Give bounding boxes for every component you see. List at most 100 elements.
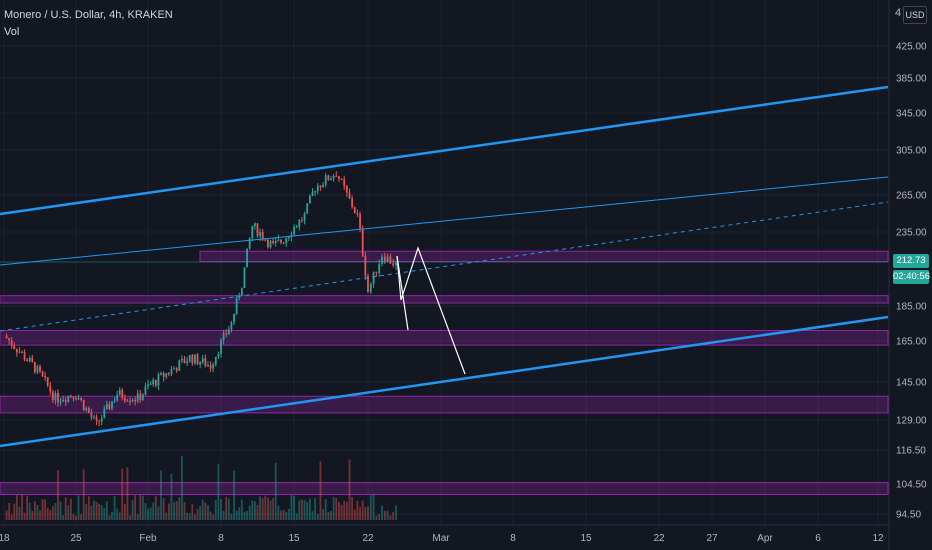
candle-body <box>180 358 183 361</box>
volume-bar <box>267 497 269 520</box>
candle-body <box>217 354 220 357</box>
candle-body <box>383 256 386 262</box>
candle-body <box>175 368 178 371</box>
volume-bar <box>149 507 152 520</box>
volume-bar <box>54 503 57 520</box>
volume-bar <box>308 498 311 520</box>
candle-body <box>194 354 196 364</box>
volume-bar <box>359 506 361 520</box>
volume-bar <box>353 509 356 520</box>
volume-bar <box>67 505 70 520</box>
volume-bar <box>217 463 220 520</box>
candle-body <box>82 400 85 411</box>
trend-drawings[interactable] <box>0 85 889 448</box>
volume-bar <box>154 495 157 520</box>
volume-bar <box>369 495 372 520</box>
volume-bar <box>123 503 126 520</box>
volume-bar <box>311 511 314 520</box>
countdown-badge: 02:40:56 <box>893 270 930 284</box>
volume-bar <box>314 498 317 520</box>
volume-bar <box>319 461 322 520</box>
candle-body <box>351 198 354 208</box>
candle-body <box>93 416 95 418</box>
candle-body <box>251 225 254 239</box>
candle-body <box>392 263 395 266</box>
candle-body <box>157 374 160 386</box>
volume-bar <box>139 494 142 520</box>
candle-body <box>230 322 233 330</box>
candle-body <box>103 408 106 419</box>
candle-body <box>121 389 124 398</box>
price-tick-label: 129.00 <box>896 416 927 427</box>
volume-bar <box>72 514 75 520</box>
volume-bar <box>389 515 392 520</box>
volume-bar <box>361 500 364 520</box>
candle-body <box>314 191 317 193</box>
candle-body <box>293 227 295 235</box>
time-tick-label: 22 <box>653 533 665 544</box>
candle-body <box>353 207 356 213</box>
candle-body <box>330 178 332 181</box>
candle-body <box>225 333 228 335</box>
candle-body <box>246 248 248 268</box>
inner-channel-line <box>0 176 889 266</box>
candle-body <box>64 399 67 402</box>
volume-bar <box>285 512 288 520</box>
volume-bar <box>324 499 327 520</box>
volume-bar <box>85 504 88 520</box>
candle-body <box>327 175 330 181</box>
candle-body <box>295 226 298 228</box>
zone-4 <box>0 482 889 496</box>
volume-bar <box>277 505 280 520</box>
volume-bar <box>378 513 381 520</box>
volume-bar <box>23 512 26 520</box>
time-tick-label: Mar <box>432 533 450 544</box>
volume-bar <box>227 498 230 520</box>
currency-button[interactable]: USD <box>903 6 927 24</box>
zone-2 <box>0 330 889 346</box>
volume-bar <box>134 495 137 520</box>
candle-body <box>147 384 149 387</box>
price-tick-label: 104.50 <box>896 480 927 491</box>
volume-bar <box>49 510 52 520</box>
volume-bar <box>316 513 319 520</box>
candle-body <box>46 377 49 386</box>
volume-bar <box>165 512 168 520</box>
volume-bar <box>322 509 324 520</box>
volume-bar <box>131 499 134 520</box>
candle-body <box>359 213 361 229</box>
candle-body <box>69 395 72 397</box>
candle-body <box>235 297 238 314</box>
volume-bar <box>332 496 335 520</box>
candle-body <box>33 362 36 373</box>
price-tick-label: 116.50 <box>896 446 926 457</box>
candle-body <box>75 398 77 400</box>
volume-bar <box>108 515 111 520</box>
candle-body <box>196 354 199 365</box>
time-tick-label: Apr <box>757 533 773 544</box>
volume-bar <box>160 470 162 520</box>
candle-body <box>131 399 134 402</box>
candle-body <box>116 395 119 401</box>
volume-bar <box>243 511 246 520</box>
projection-path <box>396 246 466 375</box>
candle-body <box>183 358 186 364</box>
candle-body <box>129 400 131 402</box>
volume-bar <box>375 515 378 520</box>
candle-body <box>134 399 137 402</box>
candle-body <box>386 256 389 262</box>
volume-bar <box>8 503 11 520</box>
candle-body <box>356 212 359 214</box>
candle-body <box>298 219 301 227</box>
volume-bar <box>235 510 238 520</box>
candle-body <box>113 400 116 402</box>
volume-bar <box>162 498 165 520</box>
candle-body <box>139 393 142 400</box>
candle-body <box>18 351 21 353</box>
candle-body <box>160 373 162 375</box>
price-tick-label: 235.00 <box>896 228 927 239</box>
candle-body <box>85 408 88 411</box>
